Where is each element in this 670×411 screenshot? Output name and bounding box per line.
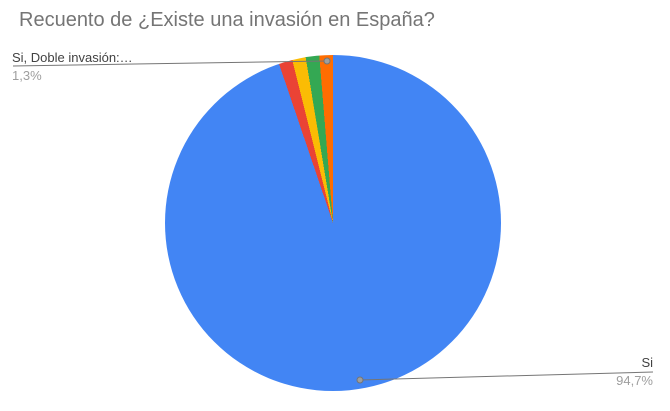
callout-main-slice: Si 94,7%: [616, 355, 653, 388]
chart-title: Recuento de ¿Existe una invasión en Espa…: [19, 9, 435, 31]
callout-small-slice-percent: 1,3%: [12, 68, 42, 83]
callout-small-slice-label: Si, Doble invasión:…: [12, 50, 133, 65]
callout-small-slice: Si, Doble invasión:… 1,3%: [12, 50, 133, 83]
pie-chart[interactable]: [165, 55, 501, 391]
callout-main-slice-percent: 94,7%: [616, 373, 653, 388]
callout-main-slice-label: Si: [641, 355, 653, 370]
